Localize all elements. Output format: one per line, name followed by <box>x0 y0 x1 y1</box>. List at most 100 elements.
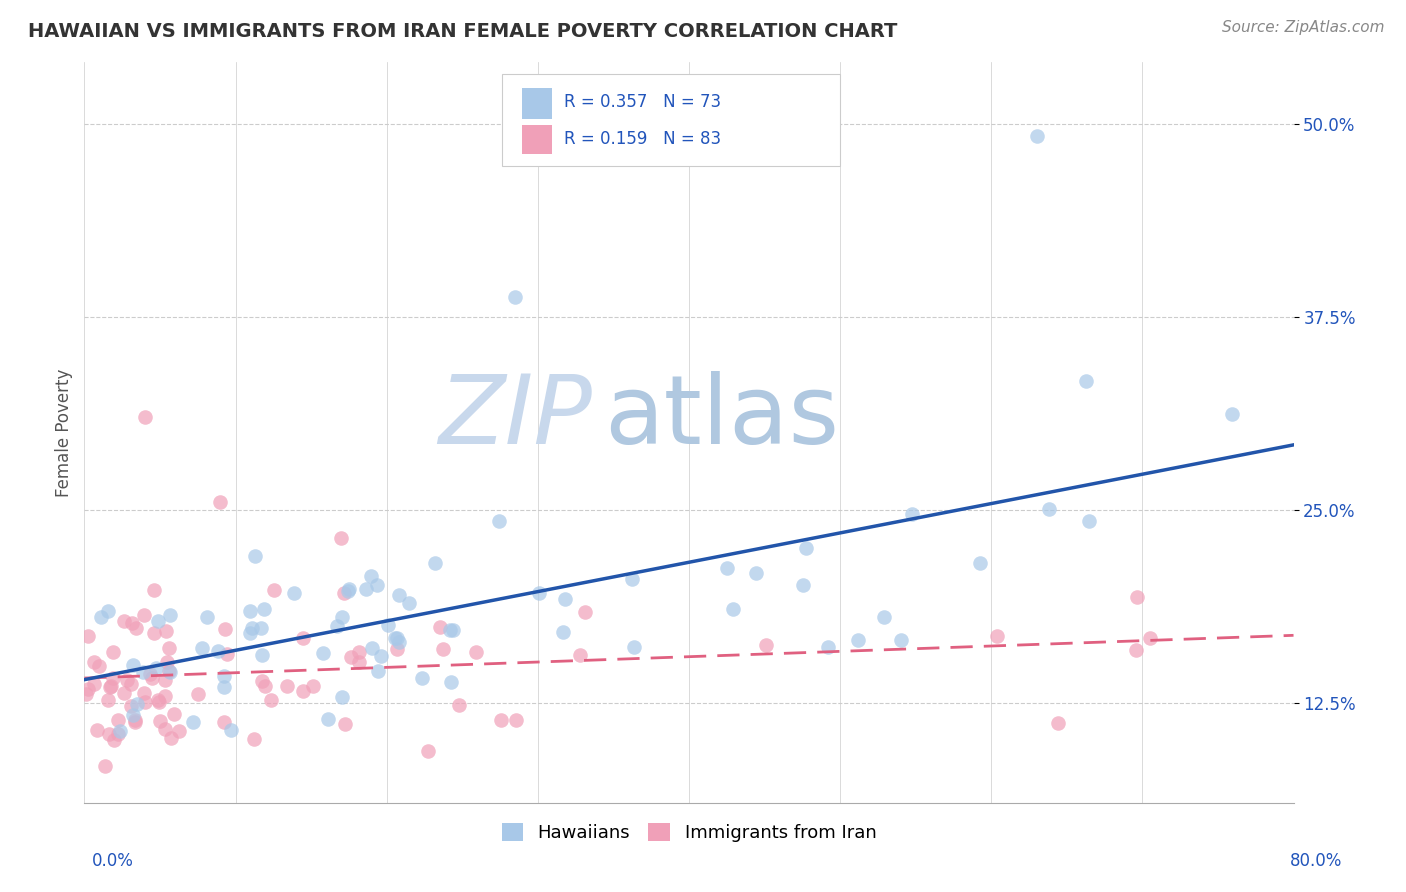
Immigrants from Iran <box>291 684 314 698</box>
Text: R = 0.357   N = 73: R = 0.357 N = 73 <box>564 93 721 111</box>
Immigrants from Iran <box>332 586 354 600</box>
Immigrants from Iran <box>574 605 596 619</box>
Immigrants from Iran <box>252 674 274 689</box>
Hawaiians <box>145 661 167 675</box>
Hawaiians <box>716 561 738 575</box>
Immigrants from Iran <box>347 655 370 669</box>
Immigrants from Iran <box>187 687 209 701</box>
Text: ZIP: ZIP <box>439 371 592 465</box>
Text: 80.0%: 80.0% <box>1291 852 1343 870</box>
Hawaiians <box>127 697 149 711</box>
Hawaiians <box>159 665 181 679</box>
Hawaiians <box>249 621 271 635</box>
Hawaiians <box>122 708 145 723</box>
Immigrants from Iran <box>124 714 146 729</box>
Immigrants from Iran <box>167 724 190 739</box>
Hawaiians <box>441 624 464 638</box>
Text: atlas: atlas <box>605 371 839 465</box>
Immigrants from Iran <box>292 631 315 645</box>
Hawaiians <box>817 640 839 654</box>
Immigrants from Iran <box>117 673 139 687</box>
Immigrants from Iran <box>568 648 591 662</box>
Immigrants from Iran <box>148 695 170 709</box>
Immigrants from Iran <box>149 714 172 728</box>
Immigrants from Iran <box>156 655 179 669</box>
Hawaiians <box>388 588 411 602</box>
Immigrants from Iran <box>139 667 162 681</box>
Hawaiians <box>745 566 768 581</box>
Immigrants from Iran <box>141 671 163 685</box>
Hawaiians <box>1220 407 1243 421</box>
Immigrants from Iran <box>335 716 357 731</box>
Immigrants from Iran <box>243 731 266 746</box>
Hawaiians <box>366 578 388 592</box>
Hawaiians <box>367 665 389 679</box>
Immigrants from Iran <box>157 664 180 678</box>
Immigrants from Iran <box>505 713 527 727</box>
Immigrants from Iran <box>214 622 236 636</box>
Hawaiians <box>131 665 153 680</box>
Hawaiians <box>388 635 411 649</box>
Hawaiians <box>398 596 420 610</box>
Legend: Hawaiians, Immigrants from Iran: Hawaiians, Immigrants from Iran <box>495 815 883 849</box>
Hawaiians <box>554 591 576 606</box>
Immigrants from Iran <box>385 642 408 657</box>
Hawaiians <box>214 668 236 682</box>
Immigrants from Iran <box>97 727 120 741</box>
Immigrants from Iran <box>103 732 125 747</box>
Hawaiians <box>243 549 266 563</box>
Immigrants from Iran <box>112 614 135 628</box>
Hawaiians <box>316 712 339 726</box>
Hawaiians <box>146 614 169 628</box>
Hawaiians <box>250 648 273 662</box>
Immigrants from Iran <box>100 679 122 693</box>
Immigrants from Iran <box>107 727 129 741</box>
Immigrants from Iran <box>98 681 121 695</box>
Immigrants from Iran <box>77 628 100 642</box>
Hawaiians <box>361 640 384 655</box>
Immigrants from Iran <box>432 642 454 657</box>
Hawaiians <box>527 586 550 600</box>
Immigrants from Iran <box>143 625 166 640</box>
Text: 0.0%: 0.0% <box>91 852 134 870</box>
Hawaiians <box>253 602 276 616</box>
Immigrants from Iran <box>429 620 451 634</box>
Hawaiians <box>97 604 120 618</box>
Hawaiians <box>219 723 242 738</box>
Hawaiians <box>794 541 817 556</box>
Y-axis label: Female Poverty: Female Poverty <box>55 368 73 497</box>
Immigrants from Iran <box>94 759 117 773</box>
Hawaiians <box>1038 501 1060 516</box>
Immigrants from Iran <box>260 693 283 707</box>
Immigrants from Iran <box>120 676 142 690</box>
Hawaiians <box>901 507 924 521</box>
Immigrants from Iran <box>107 713 129 727</box>
Hawaiians <box>336 584 359 599</box>
Immigrants from Iran <box>134 695 156 709</box>
Hawaiians <box>121 658 143 673</box>
Immigrants from Iran <box>76 681 98 696</box>
Immigrants from Iran <box>155 624 177 638</box>
Hawaiians <box>214 680 236 694</box>
Immigrants from Iran <box>86 723 108 737</box>
Immigrants from Iran <box>157 641 180 656</box>
Immigrants from Iran <box>75 687 97 701</box>
Hawaiians <box>330 690 353 705</box>
Immigrants from Iran <box>464 644 486 658</box>
Immigrants from Iran <box>1125 642 1147 657</box>
Hawaiians <box>238 604 260 618</box>
Hawaiians <box>239 626 262 640</box>
Hawaiians <box>385 632 408 646</box>
Hawaiians <box>846 632 869 647</box>
Hawaiians <box>1074 375 1097 389</box>
Hawaiians <box>240 621 263 635</box>
Immigrants from Iran <box>143 582 166 597</box>
Bar <box>522 126 553 153</box>
Hawaiians <box>191 640 214 655</box>
Hawaiians <box>721 601 744 615</box>
Immigrants from Iran <box>97 692 120 706</box>
Hawaiians <box>873 610 896 624</box>
Immigrants from Iran <box>986 629 1008 643</box>
Hawaiians <box>384 631 406 645</box>
Hawaiians <box>1077 515 1099 529</box>
